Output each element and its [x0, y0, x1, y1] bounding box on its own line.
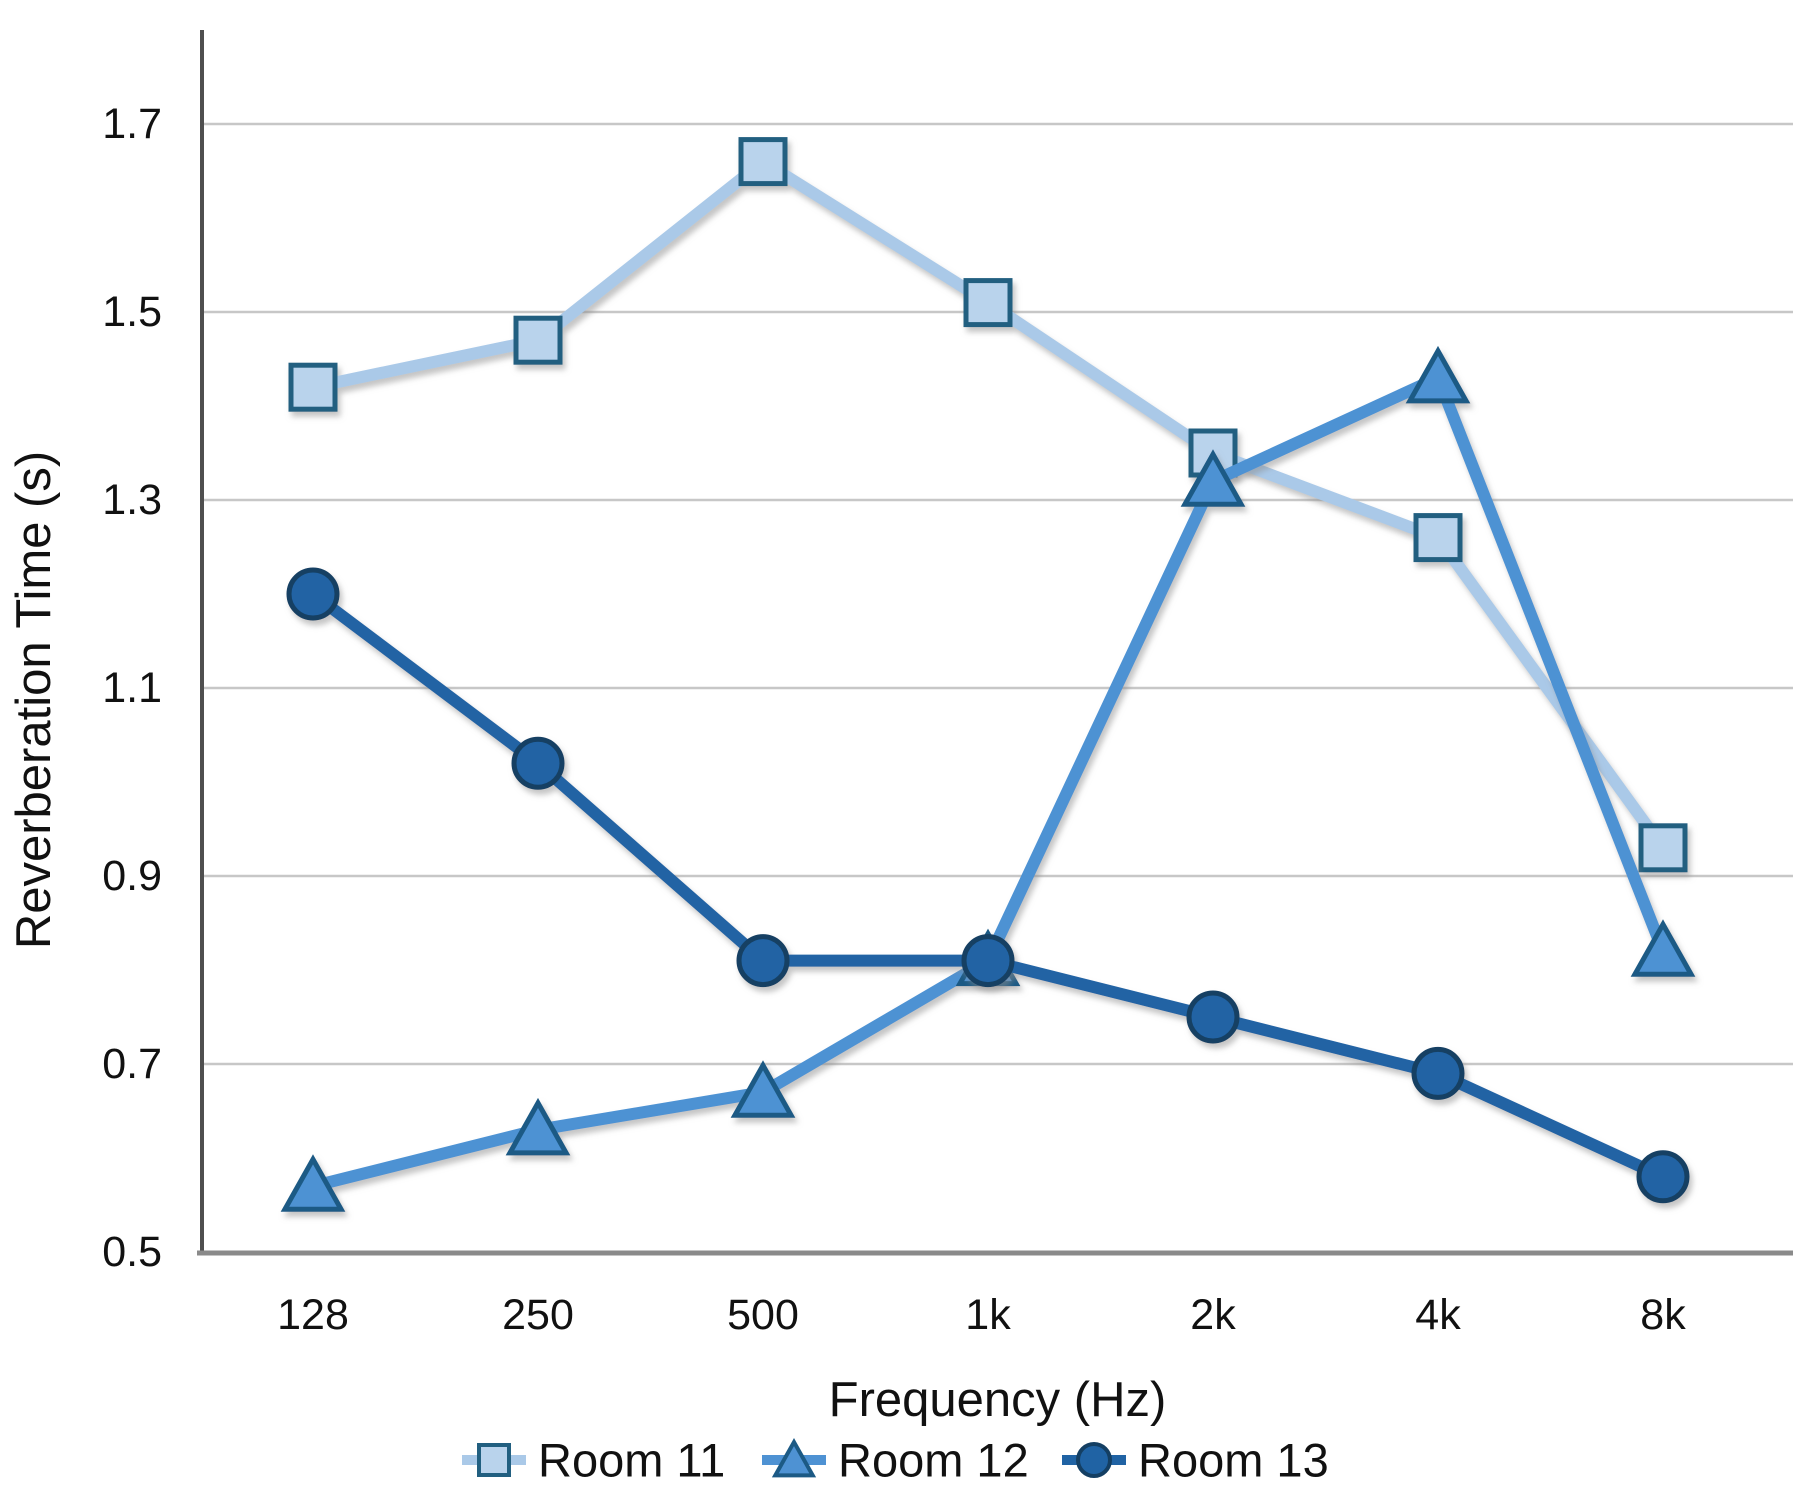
x-tick-label: 250 [502, 1291, 574, 1339]
data-point-room-12-2k [1180, 449, 1246, 507]
x-tick-label: 8k [1640, 1291, 1686, 1339]
series-room-12 [280, 345, 1696, 1212]
series-line-room-13 [307, 588, 1669, 1183]
data-point-room-13-250 [511, 736, 565, 790]
data-point-room-12-8k [1630, 919, 1696, 977]
data-point-room-12-128 [280, 1154, 346, 1212]
x-tick-label: 1k [965, 1291, 1011, 1339]
gridlines [202, 122, 1793, 1066]
data-point-room-13-500 [736, 934, 790, 988]
data-point-room-12-250 [505, 1097, 571, 1156]
x-tick-label: 4k [1415, 1291, 1461, 1339]
x-axis-title: Frequency (Hz) [829, 1373, 1167, 1427]
y-tick-label: 1.5 [102, 288, 162, 336]
legend-circle-icon [1076, 1442, 1112, 1478]
data-point-room-12-4k [1405, 345, 1471, 404]
legend-item-room-11: Room 11 [462, 1434, 725, 1487]
legend: Room 11 Room 12 Room 13 [462, 1434, 1329, 1487]
data-point-room-11-4k [1413, 513, 1463, 563]
data-point-room-13-1k [961, 934, 1015, 988]
data-point-room-12-500 [730, 1060, 796, 1118]
y-tick-label: 0.9 [102, 852, 162, 900]
y-tick-label: 1.3 [102, 476, 162, 524]
y-tick-label: 0.7 [102, 1040, 162, 1088]
legend-label: Room 12 [838, 1434, 1029, 1487]
data-point-room-13-128 [286, 567, 340, 621]
tick-labels: 0.5 0.7 0.9 1.1 1.3 1.5 1.7 128 250 500 1k 2k 4k 8k [102, 100, 1686, 1339]
data-point-room-11-500 [738, 137, 788, 187]
data-point-room-11-250 [513, 315, 563, 365]
legend-item-room-13: Room 13 [1062, 1434, 1329, 1487]
legend-item-room-12: Room 12 [762, 1434, 1029, 1487]
data-point-room-11-128 [288, 362, 338, 412]
data-point-room-11-8k [1638, 823, 1688, 873]
series-room-11 [288, 137, 1688, 873]
data-point-room-13-2k [1186, 990, 1240, 1044]
y-axis-title: Reverberation Time (s) [7, 451, 61, 949]
data-point-room-13-4k [1411, 1046, 1465, 1100]
x-tick-label: 128 [277, 1291, 349, 1339]
x-tick-label: 500 [727, 1291, 799, 1339]
legend-triangle-icon [771, 1438, 817, 1478]
data-point-room-13-8k [1636, 1150, 1690, 1204]
legend-label: Room 11 [538, 1434, 725, 1487]
x-tick-label: 2k [1190, 1291, 1236, 1339]
legend-square-icon [477, 1443, 511, 1477]
y-tick-label: 1.7 [102, 100, 162, 148]
y-tick-label: 1.1 [102, 664, 162, 712]
data-point-room-11-1k [963, 278, 1013, 328]
y-tick-label: 0.5 [102, 1228, 162, 1276]
series-room-13 [286, 567, 1690, 1204]
legend-label: Room 13 [1138, 1434, 1329, 1487]
